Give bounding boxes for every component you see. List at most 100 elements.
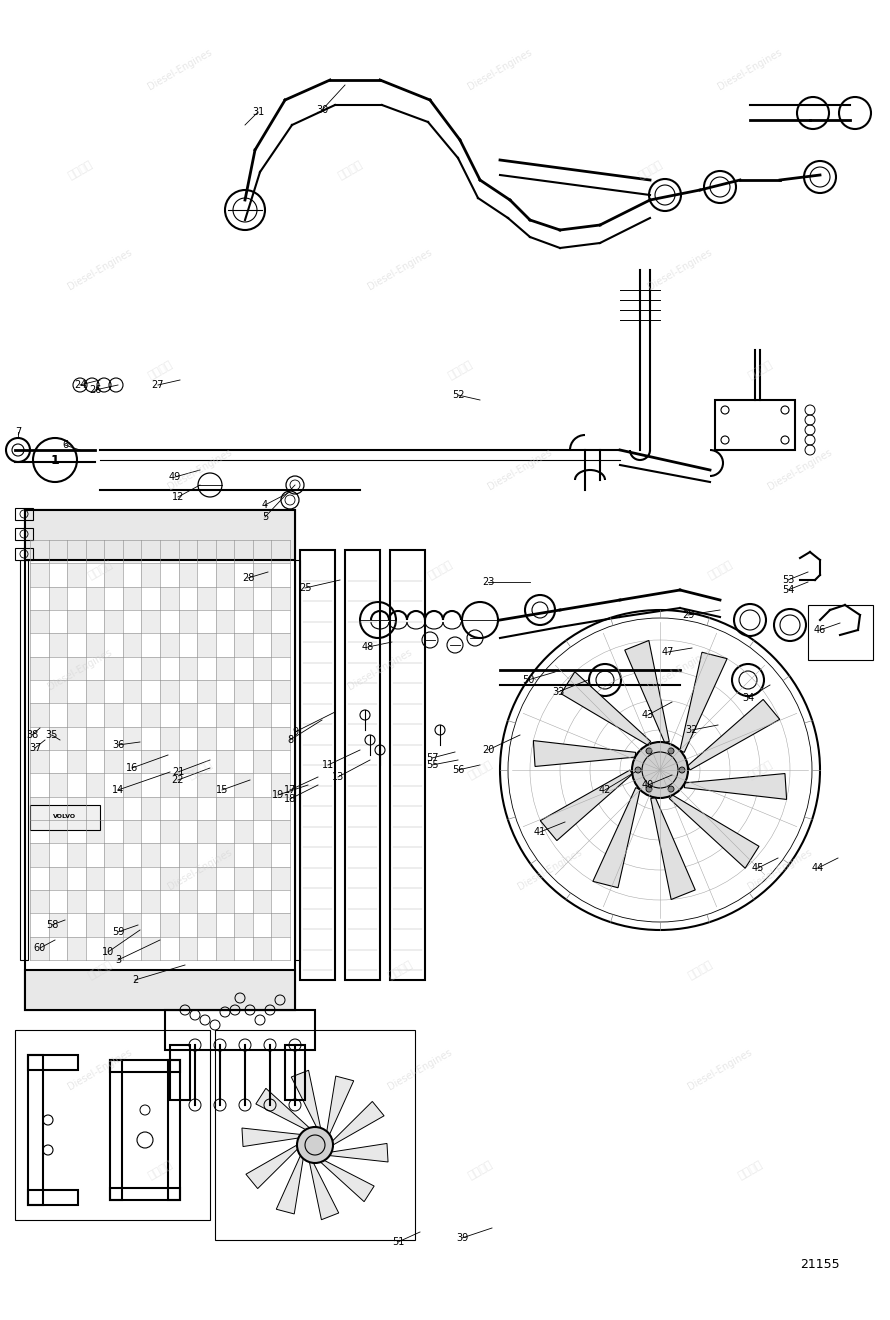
Bar bbox=[30, 750, 49, 774]
Text: 25: 25 bbox=[299, 583, 312, 593]
Bar bbox=[253, 656, 271, 680]
Bar bbox=[253, 797, 271, 820]
Circle shape bbox=[668, 785, 674, 792]
Bar bbox=[20, 560, 28, 960]
Bar bbox=[85, 634, 104, 656]
Bar bbox=[215, 564, 234, 586]
Bar bbox=[234, 774, 253, 797]
Text: 34: 34 bbox=[742, 693, 754, 704]
Bar bbox=[142, 843, 160, 867]
Circle shape bbox=[646, 785, 652, 792]
Text: Diesel-Engines: Diesel-Engines bbox=[146, 48, 214, 92]
Text: 32: 32 bbox=[686, 725, 698, 735]
Text: 31: 31 bbox=[252, 107, 264, 117]
Bar bbox=[253, 564, 271, 586]
Bar bbox=[198, 540, 215, 564]
Bar bbox=[142, 890, 160, 913]
Bar bbox=[198, 913, 215, 937]
Polygon shape bbox=[246, 1144, 299, 1188]
Polygon shape bbox=[320, 1159, 374, 1201]
Text: 56: 56 bbox=[452, 766, 465, 775]
Bar bbox=[25, 970, 295, 1010]
Bar bbox=[142, 937, 160, 960]
Bar bbox=[160, 867, 179, 890]
Text: 29: 29 bbox=[682, 610, 694, 620]
Bar bbox=[85, 867, 104, 890]
Text: 38: 38 bbox=[26, 730, 38, 741]
Bar bbox=[215, 750, 234, 774]
Text: 15: 15 bbox=[215, 785, 228, 795]
Bar bbox=[67, 704, 85, 727]
Bar bbox=[110, 1188, 180, 1200]
Text: 27: 27 bbox=[152, 380, 165, 389]
Text: 35: 35 bbox=[45, 730, 58, 741]
Text: 紫发动力: 紫发动力 bbox=[686, 960, 714, 981]
Bar bbox=[198, 680, 215, 704]
Bar bbox=[123, 540, 142, 564]
Text: 45: 45 bbox=[752, 863, 765, 873]
Bar bbox=[271, 867, 290, 890]
Bar bbox=[49, 680, 67, 704]
Text: 47: 47 bbox=[662, 647, 675, 657]
Bar bbox=[198, 774, 215, 797]
Text: 42: 42 bbox=[599, 785, 611, 795]
Bar bbox=[215, 656, 234, 680]
Bar bbox=[234, 727, 253, 750]
Bar bbox=[271, 727, 290, 750]
Bar bbox=[85, 586, 104, 610]
Text: 紫发动力: 紫发动力 bbox=[146, 359, 174, 381]
Text: Diesel-Engines: Diesel-Engines bbox=[346, 648, 414, 693]
Bar bbox=[142, 656, 160, 680]
Polygon shape bbox=[255, 1088, 310, 1131]
Text: Diesel-Engines: Diesel-Engines bbox=[46, 648, 114, 693]
Bar bbox=[104, 610, 123, 634]
Polygon shape bbox=[669, 795, 759, 869]
Text: 20: 20 bbox=[481, 744, 494, 755]
Bar bbox=[123, 913, 142, 937]
Bar bbox=[30, 704, 49, 727]
Polygon shape bbox=[329, 1143, 388, 1162]
Text: 6: 6 bbox=[62, 440, 68, 450]
Bar bbox=[160, 727, 179, 750]
Text: 紫发动力: 紫发动力 bbox=[336, 158, 364, 181]
Bar bbox=[123, 774, 142, 797]
Bar bbox=[49, 586, 67, 610]
Text: 9: 9 bbox=[292, 727, 298, 737]
Bar bbox=[49, 634, 67, 656]
Bar bbox=[85, 913, 104, 937]
Bar bbox=[215, 937, 234, 960]
Bar bbox=[179, 843, 198, 867]
Text: 50: 50 bbox=[522, 675, 534, 685]
Text: 5: 5 bbox=[262, 512, 268, 521]
Text: Diesel-Engines: Diesel-Engines bbox=[486, 447, 554, 492]
Bar bbox=[49, 913, 67, 937]
Bar bbox=[123, 586, 142, 610]
Bar bbox=[104, 704, 123, 727]
Bar bbox=[234, 634, 253, 656]
Bar bbox=[142, 610, 160, 634]
Bar bbox=[271, 680, 290, 704]
Text: 紫发动力: 紫发动力 bbox=[636, 158, 664, 181]
Text: 41: 41 bbox=[534, 828, 546, 837]
Text: 11: 11 bbox=[322, 760, 334, 770]
Polygon shape bbox=[688, 700, 780, 770]
Circle shape bbox=[646, 748, 652, 754]
Bar bbox=[28, 1191, 78, 1205]
Bar bbox=[234, 586, 253, 610]
Bar bbox=[49, 867, 67, 890]
Bar bbox=[198, 634, 215, 656]
Bar bbox=[170, 1045, 190, 1100]
Text: 1: 1 bbox=[52, 455, 58, 465]
Bar bbox=[234, 913, 253, 937]
Bar bbox=[67, 843, 85, 867]
Text: 紫发动力: 紫发动力 bbox=[86, 560, 114, 581]
Bar bbox=[110, 1060, 180, 1072]
Text: 紫发动力: 紫发动力 bbox=[186, 759, 214, 781]
Text: Diesel-Engines: Diesel-Engines bbox=[686, 1048, 754, 1093]
Text: 7: 7 bbox=[15, 426, 21, 437]
Text: Diesel-Engines: Diesel-Engines bbox=[646, 248, 714, 293]
Bar bbox=[67, 890, 85, 913]
Polygon shape bbox=[625, 640, 669, 742]
Text: 48: 48 bbox=[362, 642, 374, 652]
Polygon shape bbox=[242, 1129, 301, 1147]
